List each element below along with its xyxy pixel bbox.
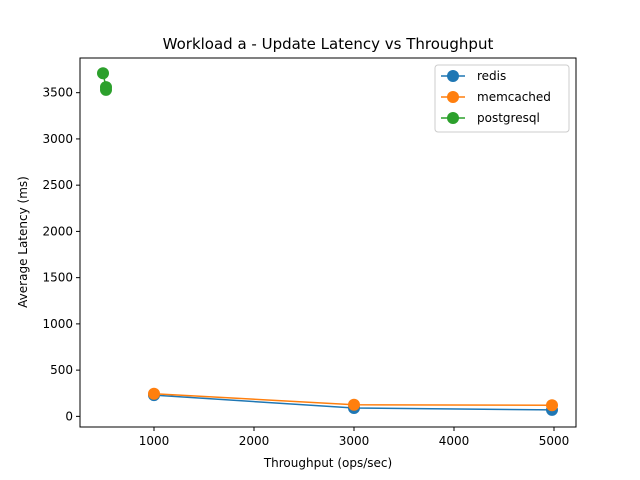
memcached-point: [348, 398, 360, 411]
memcached-point: [546, 399, 558, 412]
y-tick-label: 0: [65, 409, 73, 423]
y-axis-label: Average Latency (ms): [16, 176, 30, 308]
legend-label: redis: [477, 69, 506, 83]
legend-swatch-marker: [447, 70, 459, 82]
x-tick-label: 4000: [439, 434, 470, 448]
y-tick-label: 1500: [42, 271, 73, 285]
x-tick-label: 3000: [339, 434, 370, 448]
legend-item-memcached: memcached: [441, 90, 551, 104]
y-tick-label: 2000: [42, 224, 73, 238]
series-layer: [97, 67, 558, 416]
y-tick-label: 3500: [42, 86, 73, 100]
legend-label: memcached: [477, 90, 551, 104]
x-axis: 1000 2000 3000 4000 5000: [139, 427, 570, 448]
legend-item-redis: redis: [441, 69, 506, 83]
y-tick-label: 3000: [42, 132, 73, 146]
legend: redis memcached postgresql: [434, 64, 570, 133]
series-memcached: [148, 387, 558, 412]
legend-box: [434, 64, 570, 133]
y-tick-label: 500: [50, 363, 73, 377]
y-tick-label: 2500: [42, 178, 73, 192]
x-tick-label: 1000: [139, 434, 170, 448]
x-axis-label: Throughput (ops/sec): [263, 456, 392, 470]
memcached-point: [148, 387, 160, 400]
x-tick-label: 5000: [539, 434, 570, 448]
y-tick-label: 1000: [42, 317, 73, 331]
legend-item-postgresql: postgresql: [441, 111, 540, 125]
x-tick-label: 2000: [239, 434, 270, 448]
postgresql-point: [100, 83, 112, 96]
legend-label: postgresql: [477, 111, 540, 125]
y-axis: 0 500 1000 1500 2000 2500 3000 3500: [42, 86, 80, 423]
plot-area: [79, 57, 577, 428]
series-postgresql: [97, 67, 112, 96]
postgresql-point: [97, 67, 109, 80]
legend-swatch-marker: [447, 112, 459, 124]
chart-title: Workload a - Update Latency vs Throughpu…: [163, 35, 494, 53]
legend-swatch-marker: [447, 91, 459, 103]
